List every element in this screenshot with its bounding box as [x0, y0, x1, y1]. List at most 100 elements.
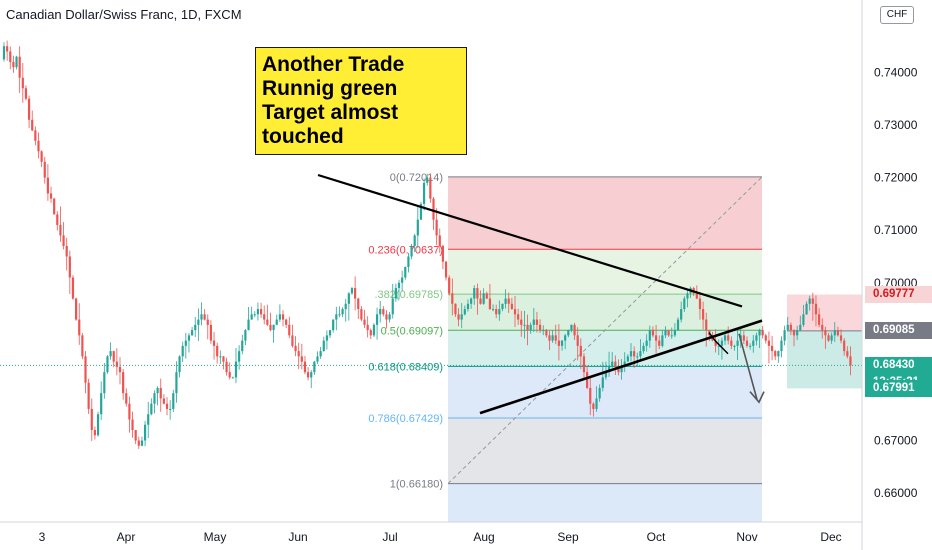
price-label-entry: 0.69085 [865, 322, 932, 340]
candle-body [749, 345, 752, 347]
candle-body [388, 314, 391, 320]
candle-body [325, 335, 329, 341]
candle-body [40, 151, 43, 162]
candle-body [150, 403, 153, 415]
candle-body [216, 345, 219, 357]
candle-body [510, 303, 513, 310]
candle-body [786, 324, 789, 331]
candle-body [774, 351, 777, 357]
candle-body [84, 356, 87, 383]
candle-body [670, 335, 673, 337]
candle-body [253, 314, 256, 316]
candle-body [241, 340, 244, 352]
time-tick-label: Apr [117, 530, 136, 544]
candle-body [360, 309, 363, 320]
candle-body [426, 177, 429, 183]
candle-body [68, 256, 71, 278]
candle-body [391, 298, 394, 315]
candle-body [100, 393, 103, 415]
candle-body [27, 98, 31, 120]
candle-body [394, 288, 397, 299]
candle-body [818, 314, 821, 325]
fib-level-label: 1(0.66180) [390, 479, 443, 491]
candle-body [209, 324, 213, 341]
candle-body [745, 340, 749, 346]
candle-body [96, 414, 100, 436]
time-tick-label: 3 [39, 530, 46, 544]
candle-body [620, 366, 623, 373]
candle-body [266, 319, 269, 325]
symbol-title[interactable]: Canadian Dollar/Swiss Franc, 1D, FXCM [6, 7, 242, 22]
candle-body [21, 77, 24, 89]
time-tick-label: Nov [736, 530, 757, 544]
candle-body [717, 345, 720, 347]
candle-body [636, 356, 639, 358]
candle-body [441, 245, 444, 262]
fib-band [448, 249, 762, 295]
candle-body [410, 245, 413, 257]
candle-body [306, 372, 310, 378]
annotation-line: Runnig green [262, 77, 398, 100]
candle-body [65, 245, 68, 257]
time-tick-label: Oct [647, 530, 666, 544]
fib-band [448, 176, 762, 250]
candle-body [705, 319, 708, 331]
candle-body [297, 351, 300, 357]
candle-body [313, 361, 316, 373]
candle-body [438, 235, 441, 246]
candle-body [614, 361, 617, 367]
candle-body [764, 335, 767, 341]
candle-body [642, 345, 645, 352]
candle-body [645, 340, 648, 346]
candle-body [319, 351, 322, 357]
candle-body [372, 324, 376, 336]
candle-body [238, 351, 241, 362]
fib-level-label: .382(0.69785) [375, 289, 444, 301]
candle-body [112, 351, 115, 362]
annotation-note[interactable]: Another Trade Runnig green Target almost… [255, 47, 467, 155]
candle-body [435, 219, 438, 236]
candle-body [369, 330, 372, 336]
candle-body [661, 335, 664, 346]
candle-body [43, 161, 46, 178]
candle-body [37, 140, 40, 152]
candle-body [846, 351, 849, 357]
candle-body [422, 182, 426, 204]
candle-body [592, 403, 595, 409]
candle-body [736, 340, 739, 346]
price-tick-label: 0.66000 [874, 486, 918, 500]
candle-body [382, 309, 385, 315]
candle-body [147, 414, 150, 425]
candle-body [200, 314, 203, 320]
candle-body [162, 398, 165, 404]
price-tick-label: 0.71000 [874, 223, 918, 237]
candle-body [413, 235, 416, 246]
candle-body [244, 330, 247, 341]
candle-body [256, 309, 260, 315]
candle-body [419, 203, 423, 220]
candle-body [46, 177, 49, 194]
candle-body [676, 319, 680, 331]
candle-body [849, 356, 852, 366]
fib-band-extension [448, 483, 762, 522]
candle-body [203, 314, 206, 320]
candle-body [93, 429, 97, 436]
candle-body [366, 324, 369, 331]
candle-body [75, 298, 78, 320]
candle-body [191, 330, 194, 336]
candle-body [545, 330, 548, 336]
candle-body [397, 282, 401, 289]
candle-body [137, 440, 140, 446]
candle-body [517, 314, 520, 320]
candle-body [122, 372, 125, 394]
candle-body [231, 377, 234, 379]
candle-body [482, 293, 485, 304]
candle-body [485, 293, 488, 299]
currency-badge[interactable]: CHF [880, 6, 914, 24]
candle-body [789, 324, 792, 331]
candle-body [222, 356, 225, 362]
time-tick-label: Jun [288, 530, 307, 544]
candle-body [338, 314, 341, 316]
candle-body [457, 314, 460, 320]
